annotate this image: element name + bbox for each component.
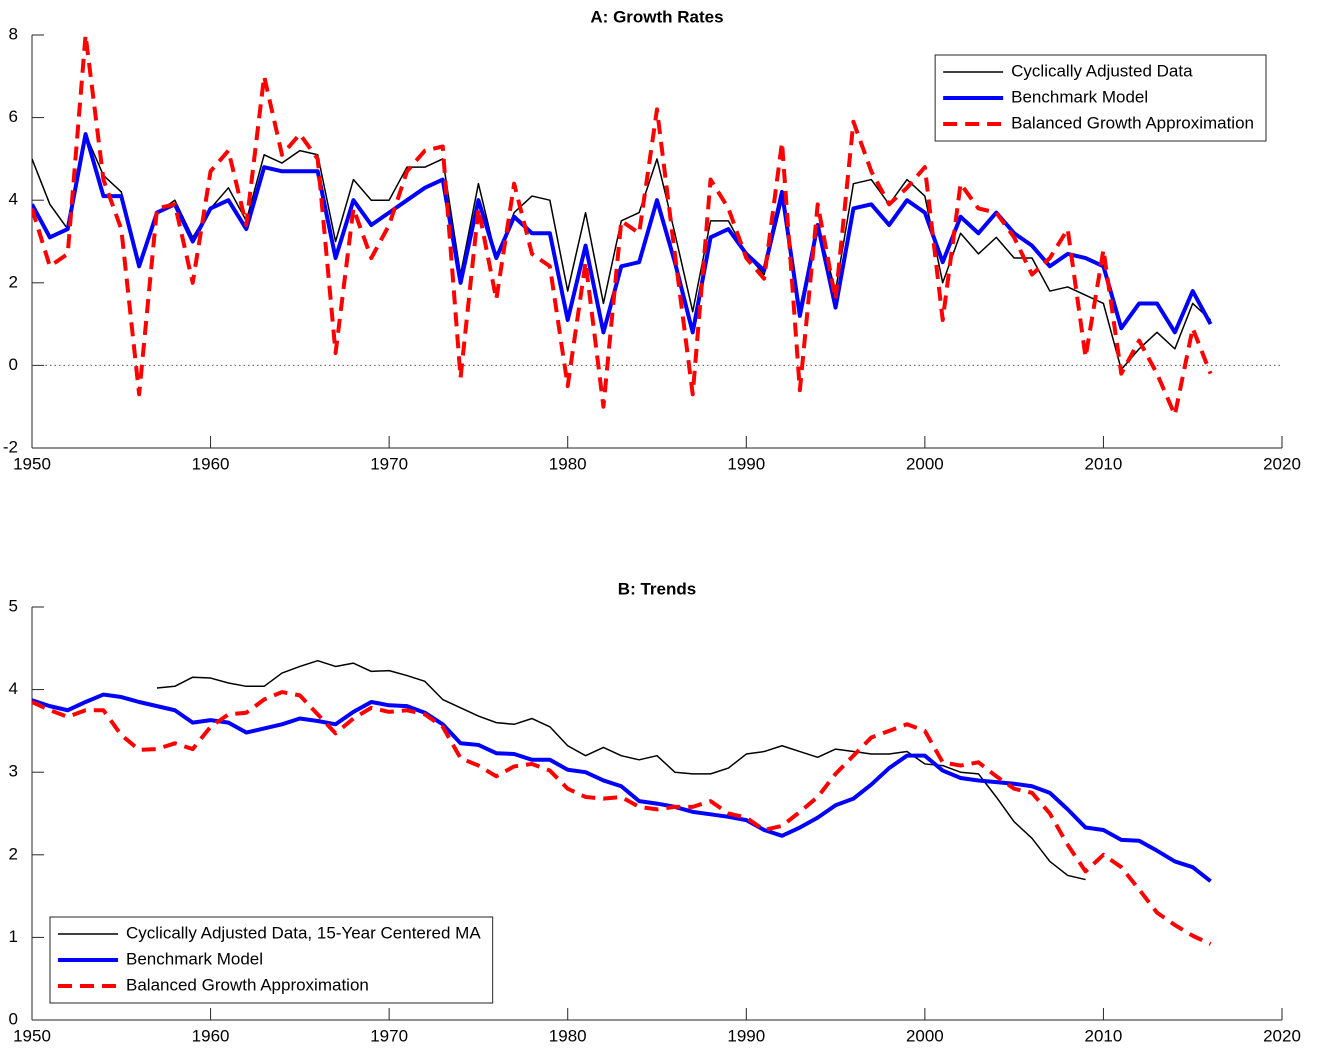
series-line [32,132,1213,335]
x-tick-label: 1950 [13,454,51,473]
chart-title: B: Trends [618,579,696,598]
y-tick-label: 8 [9,24,18,43]
x-tick-label: 1970 [370,1026,408,1045]
x-tick-label: 1980 [549,1026,587,1045]
x-tick-label: 1980 [549,454,587,473]
legend-label: Benchmark Model [126,949,263,968]
x-tick-label: 2000 [906,1026,944,1045]
series-line [32,692,1212,883]
legend: Cyclically Adjusted Data Benchmark Model B… [934,54,1267,142]
legend: Cyclically Adjusted Data, 15-Year Center… [49,916,494,1004]
x-tick-label: 1990 [727,1026,765,1045]
legend-box [49,916,494,1004]
legend-label: Balanced Growth Approximation [126,975,369,994]
y-tick-label: 3 [9,762,18,781]
x-tick-label: 1960 [192,454,230,473]
x-tick-label: 2020 [1263,1026,1301,1045]
x-tick-label: 2000 [906,454,944,473]
y-tick-label: 4 [9,190,18,209]
chart-title: A: Growth Rates [590,7,723,26]
y-tick-label: 2 [9,272,18,291]
y-tick-label: 1 [9,927,18,946]
y-tick-label: -2 [3,437,18,456]
x-tick-label: 2020 [1263,454,1301,473]
y-tick-label: 5 [9,596,18,615]
y-tick-label: 2 [9,844,18,863]
x-tick-label: 2010 [1085,1026,1123,1045]
panel: A: Growth Rates 1950 1960 1970 1980 1990 2000 2… [3,7,1301,473]
legend-label: Cyclically Adjusted Data [1011,61,1193,80]
series-line [32,690,1212,946]
legend-label: Balanced Growth Approximation [1011,113,1254,132]
series-line [32,133,1212,371]
x-tick-label: 2010 [1085,454,1123,473]
x-tick-label: 1970 [370,454,408,473]
x-tick-label: 1950 [13,1026,51,1045]
y-tick-label: 6 [9,107,18,126]
legend-label: Benchmark Model [1011,87,1148,106]
y-tick-label: 0 [9,355,18,374]
series-line [156,659,1086,881]
x-tick-label: 1990 [727,454,765,473]
y-tick-label: 4 [9,679,18,698]
legend-label: Cyclically Adjusted Data, 15-Year Center… [126,923,481,942]
series-line [32,33,1213,417]
y-tick-label: 0 [9,1009,18,1028]
x-tick-label: 1960 [192,1026,230,1045]
